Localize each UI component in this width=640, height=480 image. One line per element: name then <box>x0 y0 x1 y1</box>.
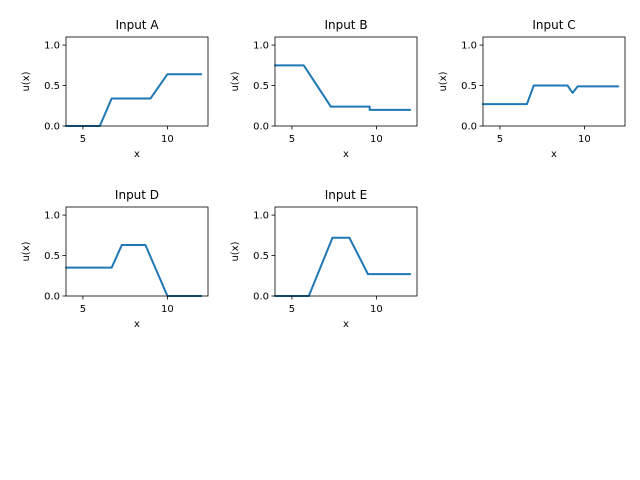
plot-area <box>65 36 209 127</box>
x-axis-label: x <box>134 149 140 160</box>
subplot-title: Input D <box>115 188 159 202</box>
y-tick-label: 0.0 <box>461 122 477 133</box>
y-axis-label: u(x) <box>230 71 241 91</box>
y-tick-label: 0.5 <box>44 81 60 92</box>
subplot-title: Input E <box>325 188 367 202</box>
x-axis-label: x <box>343 319 349 330</box>
x-tick-label: 10 <box>161 304 174 315</box>
y-tick-label: 0.0 <box>44 122 60 133</box>
subplot-title: Input B <box>324 18 367 32</box>
x-tick-label: 5 <box>289 304 295 315</box>
x-tick-label: 10 <box>578 134 591 145</box>
x-tick-label: 5 <box>289 134 295 145</box>
series-line <box>274 236 412 297</box>
plot-area <box>482 36 626 127</box>
y-axis-label: u(x) <box>230 241 241 261</box>
x-axis-label: x <box>134 319 140 330</box>
subplot-3: 5 10 0.0 0.5 1.0 Input C x u(x) <box>438 18 626 160</box>
plot-area <box>65 206 209 297</box>
y-tick-label: 1.0 <box>44 211 60 222</box>
plot-area <box>274 206 418 297</box>
y-axis-label: u(x) <box>21 241 32 261</box>
subplot-title: Input A <box>115 18 159 32</box>
series-line <box>65 73 203 127</box>
x-tick-label: 10 <box>370 304 383 315</box>
x-tick-label: 5 <box>80 134 86 145</box>
y-tick-label: 1.0 <box>253 211 269 222</box>
subplot-5: 5 10 0.0 0.5 1.0 Input E x u(x) <box>230 188 418 330</box>
y-tick-label: 1.0 <box>461 41 477 52</box>
subplot-title: Input C <box>532 18 575 32</box>
y-axis-label: u(x) <box>438 71 449 91</box>
y-tick-label: 0.5 <box>461 81 477 92</box>
series-line <box>274 64 412 111</box>
y-tick-label: 0.5 <box>44 251 60 262</box>
x-axis-label: x <box>343 149 349 160</box>
y-tick-label: 0.0 <box>253 122 269 133</box>
subplot-4: 5 10 0.0 0.5 1.0 Input D x u(x) <box>21 188 209 330</box>
y-tick-label: 0.5 <box>253 81 269 92</box>
x-tick-label: 5 <box>497 134 503 145</box>
series-line <box>482 84 620 106</box>
y-tick-label: 1.0 <box>253 41 269 52</box>
subplot-2: 5 10 0.0 0.5 1.0 Input B x u(x) <box>230 18 418 160</box>
x-axis-label: x <box>551 149 557 160</box>
y-tick-label: 0.0 <box>44 292 60 303</box>
x-tick-label: 10 <box>370 134 383 145</box>
subplot-1: 5 10 0.0 0.5 1.0 Input A x u(x) <box>21 18 209 160</box>
series-line <box>65 244 203 297</box>
x-tick-label: 10 <box>161 134 174 145</box>
y-tick-label: 0.0 <box>253 292 269 303</box>
plot-area <box>274 36 418 127</box>
y-tick-label: 0.5 <box>253 251 269 262</box>
x-tick-label: 5 <box>80 304 86 315</box>
y-axis-label: u(x) <box>21 71 32 91</box>
y-tick-label: 1.0 <box>44 41 60 52</box>
